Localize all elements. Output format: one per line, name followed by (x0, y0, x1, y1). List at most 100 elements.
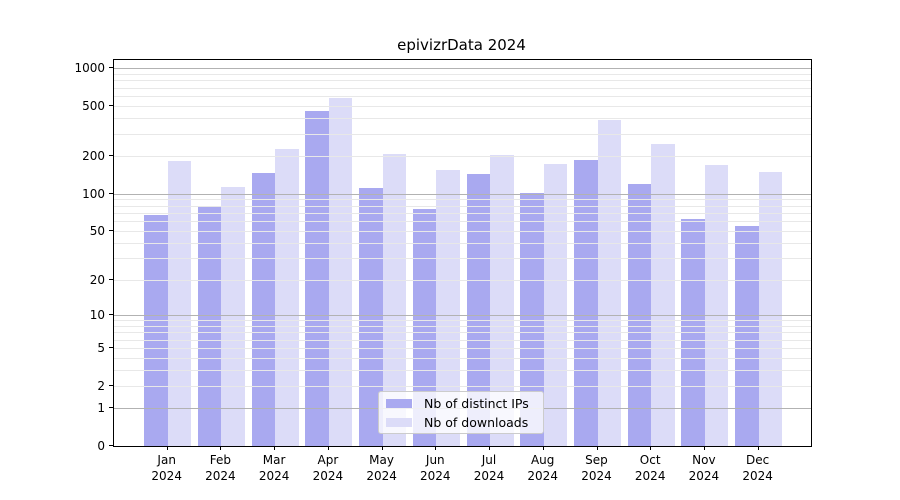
bar-downloads-aug (543, 163, 568, 446)
x-tick-nov (703, 446, 705, 450)
x-tick-label-nov: Nov 2024 (688, 453, 720, 483)
x-tick-jun (435, 446, 437, 450)
gridline-minor-2 (114, 385, 811, 387)
y-tick-label-20: 20 (89, 272, 105, 287)
gridline-minor-30 (114, 258, 811, 260)
gridline-minor-8 (114, 325, 811, 327)
bar-downloads-sep (597, 120, 621, 446)
bar-downloads-jun (436, 169, 460, 446)
x-tick-jul (489, 446, 490, 450)
bar-downloads-apr (328, 98, 353, 446)
gridline-minor-400 (114, 118, 811, 120)
y-tick-50 (109, 230, 113, 231)
bar-distinct-ips-apr (305, 111, 329, 446)
y-tick-label-200: 200 (82, 149, 105, 163)
x-tick-sep (596, 446, 598, 450)
gridline-minor-200 (114, 156, 811, 157)
gridline-minor-9 (114, 320, 811, 322)
gridline-minor-60 (114, 221, 811, 223)
gridline-minor-5 (114, 348, 811, 349)
gridline-minor-500 (114, 106, 811, 108)
legend-label-distinct-ips: Nb of distinct IPs (424, 395, 529, 411)
x-tick-jan (166, 446, 168, 450)
bar-distinct-ips-sep (574, 160, 598, 446)
gridline-minor-4 (114, 358, 811, 359)
y-tick-1000 (109, 67, 113, 69)
gridline-minor-7 (114, 332, 811, 334)
gridline-minor-50 (114, 231, 811, 232)
y-tick-10 (109, 313, 113, 315)
x-tick-label-jun: Jun 2024 (420, 453, 451, 483)
x-tick-apr (327, 446, 329, 450)
x-tick-label-mar: Mar 2024 (258, 453, 290, 483)
gridline-minor-800 (114, 80, 811, 82)
y-tick-2 (109, 384, 113, 386)
bar-distinct-ips-jan (144, 214, 168, 446)
gridline-minor-700 (114, 87, 811, 89)
bar-downloads-dec (758, 171, 783, 446)
x-tick-oct (650, 446, 652, 450)
legend-swatch-distinct-ips (386, 398, 412, 408)
legend-label-downloads: Nb of downloads (424, 414, 529, 430)
y-tick-0 (109, 445, 113, 446)
y-tick-5 (109, 347, 113, 348)
gridline-minor-80 (114, 205, 811, 207)
y-tick-500 (109, 105, 113, 107)
bar-downloads-jul (490, 155, 514, 446)
gridline-major-10 (114, 314, 811, 316)
gridline-minor-900 (114, 74, 811, 75)
bar-distinct-ips-jul (466, 173, 490, 446)
x-tick-label-sep: Sep 2024 (581, 453, 612, 483)
y-tick-label-1: 1 (97, 401, 105, 416)
bar-downloads-mar (275, 149, 299, 446)
bar-downloads-nov (704, 165, 729, 446)
bar-distinct-ips-aug (520, 193, 544, 446)
x-tick-feb (220, 446, 222, 450)
gridline-minor-90 (114, 199, 811, 201)
x-tick-label-may: May 2024 (366, 453, 397, 483)
y-tick-label-500: 500 (82, 99, 105, 114)
gridline-minor-20 (114, 279, 811, 281)
gridline-minor-300 (114, 133, 811, 135)
y-tick-label-10: 10 (89, 307, 105, 322)
gridline-minor-6 (114, 339, 811, 341)
x-tick-aug (542, 446, 544, 450)
x-tick-label-jan: Jan 2024 (151, 453, 182, 483)
legend-entry-distinct-ips: Nb of distinct IPs (386, 396, 536, 411)
gridline-minor-3 (114, 370, 811, 372)
x-tick-may (381, 446, 383, 450)
chart-title: epivizrData 2024 (397, 36, 526, 54)
bar-downloads-oct (651, 144, 675, 446)
x-tick-label-feb: Feb 2024 (205, 453, 236, 483)
x-tick-label-dec: Dec 2024 (742, 453, 773, 483)
gridline-minor-600 (114, 96, 811, 98)
x-tick-label-apr: Apr 2024 (312, 453, 344, 483)
gridline-minor-40 (114, 243, 811, 244)
y-tick-200 (109, 155, 113, 156)
legend: Nb of distinct IPs Nb of downloads (378, 391, 544, 434)
bar-distinct-ips-may (359, 187, 383, 446)
bar-distinct-ips-mar (251, 172, 276, 446)
y-tick-20 (109, 278, 113, 280)
bar-distinct-ips-dec (735, 225, 759, 446)
y-tick-label-1000: 1000 (74, 61, 105, 76)
gridline-major-1000 (114, 68, 811, 70)
x-tick-mar (274, 446, 276, 450)
bar-downloads-may (382, 154, 407, 446)
y-tick-label-50: 50 (89, 224, 105, 238)
y-tick-label-100: 100 (82, 186, 105, 201)
x-tick-label-oct: Oct 2024 (634, 453, 666, 483)
gridline-major-100 (114, 193, 811, 195)
bar-downloads-jan (167, 160, 192, 446)
x-tick-label-aug: Aug 2024 (527, 453, 558, 483)
legend-swatch-downloads (386, 417, 412, 427)
plot-area: Nb of distinct IPs Nb of downloads (113, 59, 812, 447)
x-tick-label-jul: Jul 2024 (473, 453, 505, 483)
y-tick-label-0: 0 (97, 439, 105, 453)
y-tick-100 (109, 192, 113, 194)
bar-downloads-feb (221, 186, 245, 446)
legend-entry-downloads: Nb of downloads (386, 415, 536, 430)
y-tick-label-5: 5 (97, 341, 105, 355)
gridline-minor-70 (114, 212, 811, 214)
